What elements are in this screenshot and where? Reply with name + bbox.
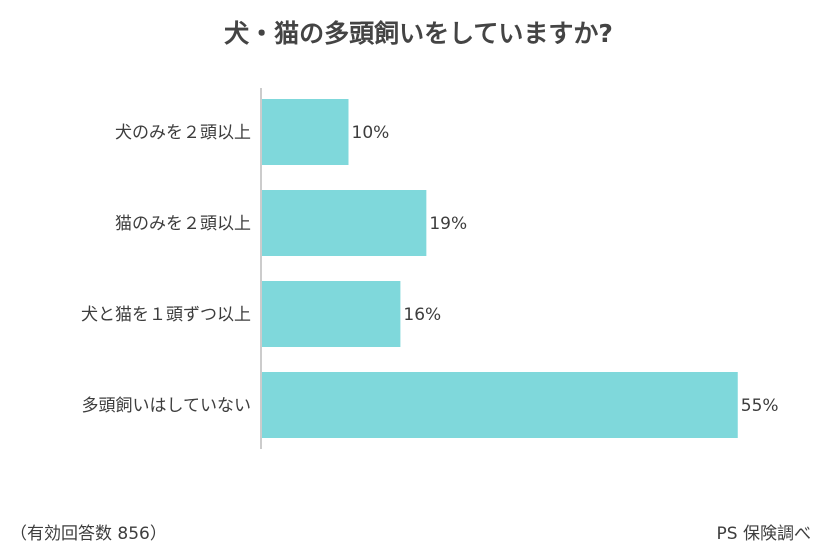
value-label-0: 10% bbox=[352, 123, 390, 143]
value-label-1: 19% bbox=[429, 214, 467, 234]
source-note: PS 保険調べ bbox=[716, 524, 811, 544]
value-label-3: 55% bbox=[741, 396, 779, 416]
value-label-2: 16% bbox=[403, 305, 441, 325]
bar-1 bbox=[262, 190, 427, 256]
category-label-3: 多頭飼いはしていない bbox=[82, 396, 252, 416]
bar-0 bbox=[262, 99, 349, 165]
bars-group bbox=[262, 99, 738, 438]
category-label-1: 猫のみを２頭以上 bbox=[115, 214, 251, 234]
chart-title: 犬・猫の多頭飼いをしていますか? bbox=[224, 19, 613, 48]
response-count-note: （有効回答数 856） bbox=[10, 524, 167, 544]
category-label-2: 犬と猫を１頭ずつ以上 bbox=[81, 305, 251, 325]
bar-3 bbox=[262, 372, 738, 438]
category-label-0: 犬のみを２頭以上 bbox=[115, 123, 251, 143]
value-labels-group: 10% 19% 16% 55% bbox=[352, 123, 779, 416]
bar-2 bbox=[262, 281, 401, 347]
